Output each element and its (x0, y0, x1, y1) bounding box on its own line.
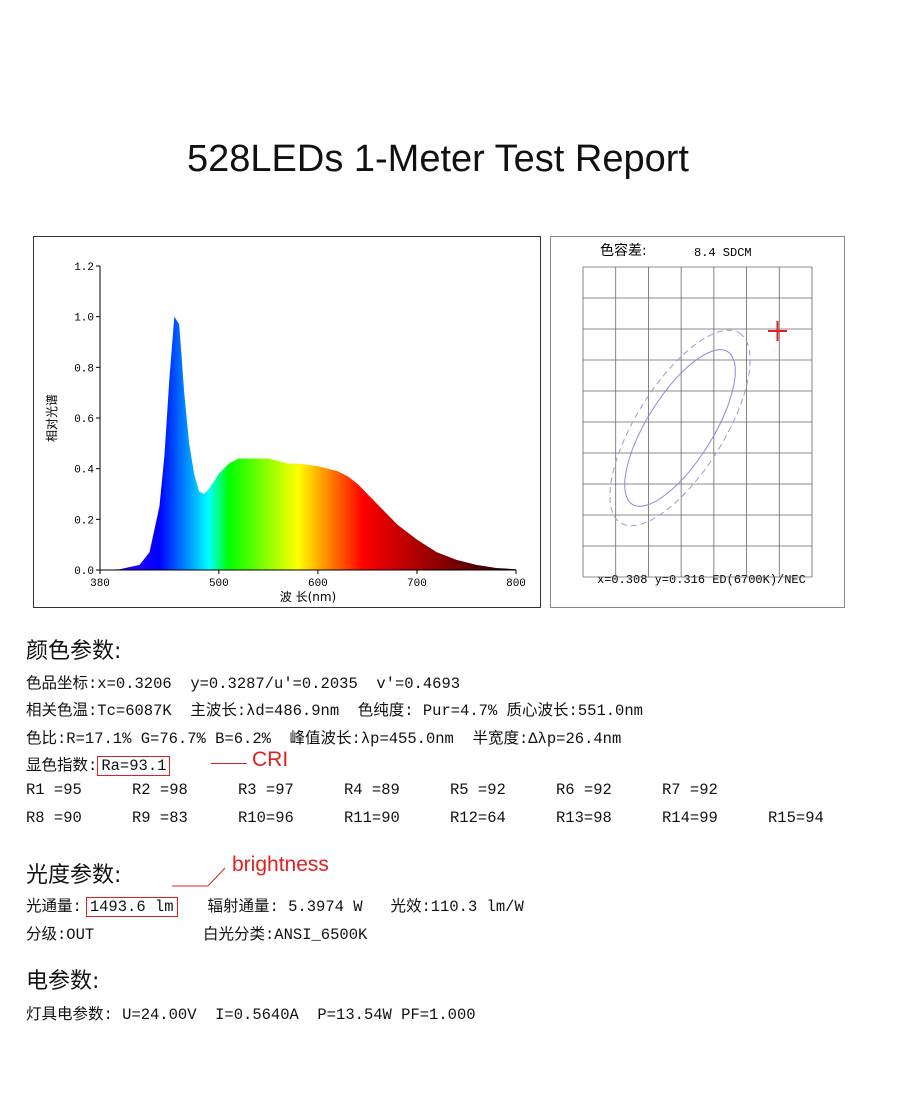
ellipse-dashed (609, 329, 751, 527)
r-value: R10=96 (238, 809, 294, 827)
ellipse (624, 349, 736, 507)
charts: 色容差: 8.4 SDCM x=0.308 y=0.316 ED(6700K)/… (33, 236, 845, 608)
flux-value: 1493.6 lm (85, 897, 178, 917)
label: 光通量: (26, 898, 82, 916)
y-tick-label: 1.0 (74, 313, 94, 325)
cie-sdcm: 8.4 SDCM (694, 246, 752, 260)
r-value: R11=90 (344, 809, 400, 827)
text-line: 灯具电参数: U=24.00V I=0.5640A P=13.54W PF=1.… (26, 1006, 476, 1024)
r-value: R2 =98 (132, 781, 188, 799)
r-value: R7 =92 (662, 781, 718, 799)
x-tick-label: 700 (407, 578, 427, 590)
y-tick-label: 0.6 (74, 414, 94, 426)
x-tick-label: 500 (209, 578, 229, 590)
text-line: 光通量: 1493.6 lm 辐射通量: 5.3974 W 光效:110.3 lm/… (26, 894, 524, 917)
r-value: R4 =89 (344, 781, 400, 799)
y-axis-label: 相对光谱 (45, 394, 59, 442)
title: 528LEDs 1-Meter Test Report (187, 138, 689, 180)
text-line: 白光分类:ANSI_6500K (203, 926, 368, 944)
r-value: R9 =83 (132, 809, 188, 827)
text-line: 显色指数: Ra=93.1 (26, 753, 171, 776)
r-value: R8 =90 (26, 809, 82, 827)
r-value: R13=98 (556, 809, 612, 827)
y-tick-label: 0.2 (74, 515, 94, 527)
section-heading: 光度参数: (26, 863, 122, 888)
text-line: 分级:OUT (26, 926, 95, 944)
r-value: R6 =92 (556, 781, 612, 799)
r-value: R5 =92 (450, 781, 506, 799)
r-value: R12=64 (450, 809, 506, 827)
r-value: R1 =95 (26, 781, 82, 799)
text-line: 色品坐标:x=0.3206 y=0.3287/u'=0.2035 v'=0.46… (26, 675, 461, 693)
point-marker (768, 321, 787, 341)
text-line: 相关色温:Tc=6087K 主波长:λd=486.9nm 色纯度: Pur=4.… (26, 702, 643, 720)
cri-value: Ra=93.1 (97, 756, 171, 776)
r-value: R14=99 (662, 809, 718, 827)
y-tick-label: 1.2 (74, 262, 94, 274)
section-heading: 颜色参数: (26, 639, 122, 664)
annotation: CRI (252, 748, 289, 771)
x-tick-label: 380 (90, 578, 110, 590)
leader-line (211, 763, 247, 764)
y-tick-label: 0.8 (74, 363, 94, 375)
cie-frame (550, 236, 845, 608)
leader-line (172, 867, 226, 887)
cie-footer: x=0.308 y=0.316 ED(6700K)/NEC (597, 573, 806, 587)
text-line: 色比:R=17.1% G=76.7% B=6.2% 峰值波长:λp=455.0n… (26, 730, 622, 748)
x-axis-label: 波 长(nm) (280, 590, 336, 604)
label: 显色指数: (26, 757, 98, 775)
x-tick-label: 600 (308, 578, 328, 590)
y-tick-label: 0.4 (74, 465, 94, 477)
cie-grid (582, 266, 813, 578)
chart-frame (33, 236, 541, 608)
section-heading: 电参数: (26, 969, 100, 994)
r-value: R3 =97 (238, 781, 294, 799)
annotation: brightness (232, 853, 329, 876)
x-tick-label: 800 (506, 578, 526, 590)
cie-label: 色容差: (600, 242, 647, 259)
text: 辐射通量: 5.3974 W 光效:110.3 lm/W (207, 898, 524, 916)
r-value: R15=94 (768, 809, 824, 827)
spectrum-area (100, 316, 516, 570)
y-tick-label: 0.0 (74, 566, 94, 578)
